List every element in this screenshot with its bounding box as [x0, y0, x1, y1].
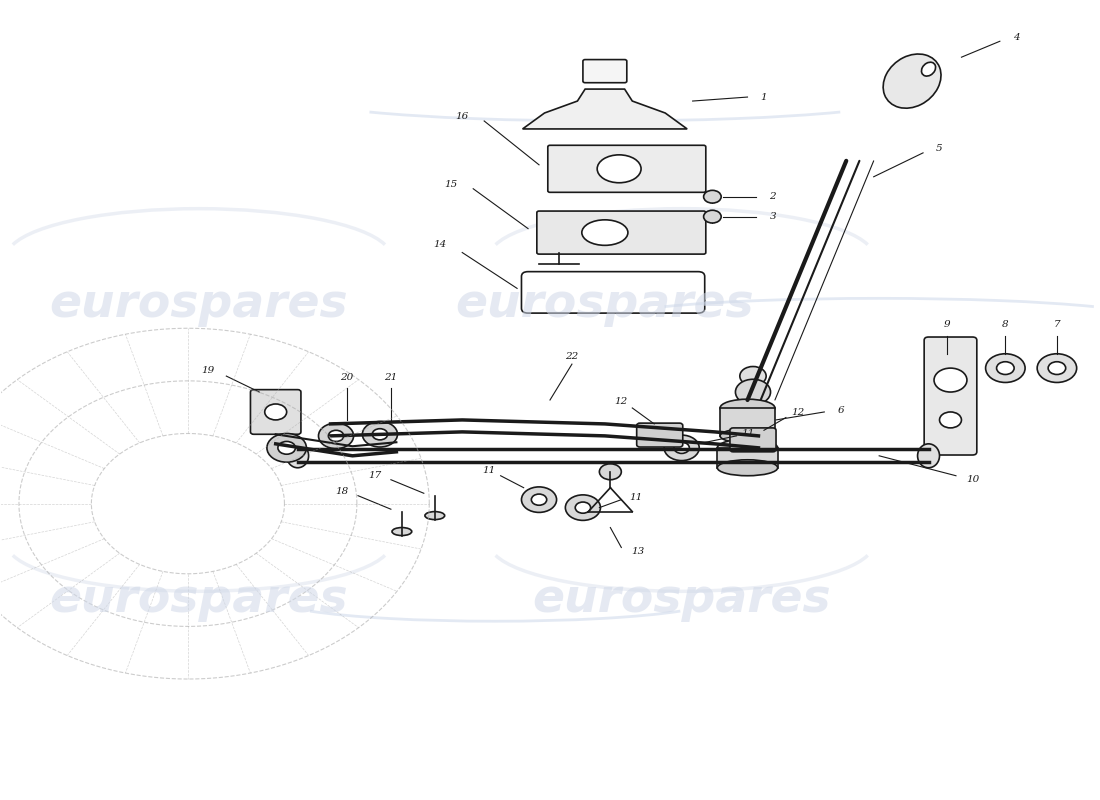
Circle shape: [938, 362, 956, 374]
Ellipse shape: [582, 220, 628, 246]
FancyBboxPatch shape: [583, 59, 627, 82]
Text: 12: 12: [791, 408, 804, 418]
Text: 16: 16: [455, 113, 469, 122]
Text: 11: 11: [741, 429, 755, 438]
Text: 4: 4: [1013, 33, 1020, 42]
Ellipse shape: [922, 62, 936, 76]
FancyBboxPatch shape: [537, 211, 706, 254]
Text: 2: 2: [769, 192, 776, 202]
Text: 15: 15: [444, 180, 458, 190]
Text: 6: 6: [837, 406, 844, 415]
Text: 18: 18: [334, 487, 349, 496]
Circle shape: [565, 495, 601, 520]
Circle shape: [939, 412, 961, 428]
Text: 11: 11: [629, 493, 642, 502]
Text: eurospares: eurospares: [532, 577, 830, 622]
Circle shape: [1037, 354, 1077, 382]
Text: 21: 21: [384, 373, 397, 382]
Text: 1: 1: [760, 93, 768, 102]
Ellipse shape: [917, 444, 939, 468]
Text: eurospares: eurospares: [50, 577, 349, 622]
Circle shape: [267, 434, 307, 462]
Circle shape: [265, 404, 287, 420]
Circle shape: [927, 354, 967, 382]
Circle shape: [600, 464, 621, 480]
Ellipse shape: [883, 54, 940, 108]
Text: eurospares: eurospares: [455, 282, 755, 327]
Ellipse shape: [717, 439, 778, 457]
Circle shape: [372, 429, 387, 440]
FancyBboxPatch shape: [251, 390, 301, 434]
Ellipse shape: [392, 527, 411, 535]
Circle shape: [997, 362, 1014, 374]
Text: 14: 14: [433, 240, 447, 249]
Text: 11: 11: [482, 466, 495, 474]
Text: 20: 20: [340, 373, 353, 382]
Circle shape: [278, 442, 296, 454]
Circle shape: [521, 487, 557, 513]
Ellipse shape: [720, 399, 774, 417]
Text: 19: 19: [201, 366, 214, 375]
Text: 3: 3: [769, 212, 776, 221]
Text: 13: 13: [631, 547, 645, 556]
Circle shape: [319, 423, 353, 449]
Ellipse shape: [597, 155, 641, 182]
Circle shape: [362, 422, 397, 447]
Text: 12: 12: [615, 397, 628, 406]
Text: 5: 5: [936, 144, 943, 154]
Circle shape: [740, 366, 767, 386]
Ellipse shape: [720, 429, 774, 443]
FancyBboxPatch shape: [637, 423, 683, 447]
Text: 17: 17: [367, 471, 381, 480]
Circle shape: [674, 442, 690, 454]
Text: eurospares: eurospares: [50, 282, 349, 327]
Circle shape: [934, 368, 967, 392]
Polygon shape: [522, 89, 688, 129]
Text: 22: 22: [565, 352, 579, 361]
Circle shape: [531, 494, 547, 506]
FancyBboxPatch shape: [730, 428, 776, 452]
Text: 7: 7: [1054, 320, 1060, 329]
FancyBboxPatch shape: [548, 146, 706, 192]
FancyBboxPatch shape: [720, 408, 774, 436]
Circle shape: [1048, 362, 1066, 374]
Ellipse shape: [425, 512, 444, 519]
Circle shape: [704, 210, 722, 223]
Circle shape: [664, 435, 700, 461]
Text: 10: 10: [966, 475, 979, 484]
Circle shape: [704, 190, 722, 203]
Text: 8: 8: [1002, 320, 1009, 329]
Circle shape: [329, 430, 343, 442]
FancyBboxPatch shape: [717, 448, 778, 468]
FancyBboxPatch shape: [924, 337, 977, 455]
Text: 9: 9: [944, 320, 950, 329]
Ellipse shape: [717, 460, 778, 476]
Circle shape: [986, 354, 1025, 382]
Circle shape: [736, 379, 770, 405]
FancyBboxPatch shape: [521, 272, 705, 313]
Circle shape: [575, 502, 591, 514]
Ellipse shape: [287, 444, 309, 468]
